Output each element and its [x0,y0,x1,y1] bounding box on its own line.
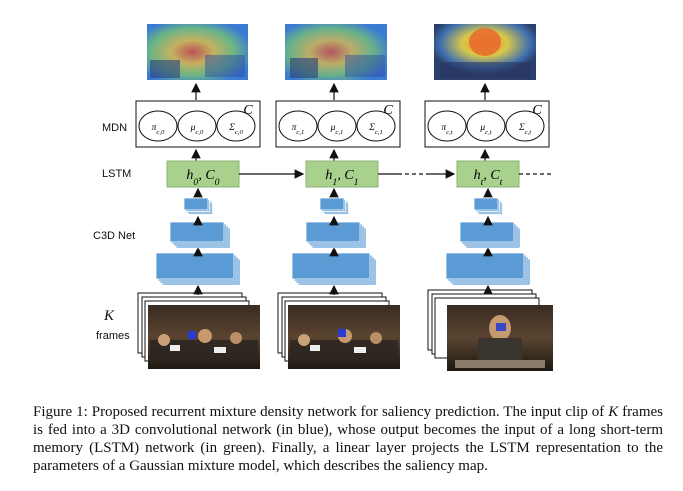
lstm-state-1: h1, C1 [325,168,358,188]
frames-stack-1 [277,292,400,369]
row-label-frames: frames [96,330,130,342]
caption-label: Figure 1: [33,404,88,420]
mdn-cell-label-t: C [532,103,542,118]
row-label-mdn: MDN [102,122,128,134]
lstm-cell-t [456,160,520,188]
param-mu-1: μc,1 [330,123,344,136]
lstm-cell-0 [166,160,240,188]
c3d-net-stack-t [445,187,531,286]
c3d-net-stack-1 [291,187,377,286]
saliency-heatmap-t [434,24,536,80]
lstm-state-0: h0, C0 [186,168,219,188]
mdn-cell-label-1: C [383,103,393,118]
caption-k: K [608,404,619,420]
param-sigma-0: Σc,0 [228,123,243,136]
figure-diagram: C C C πc,0 μc,0 Σc,0 πc,1 μc,1 Σc,1 πc,t… [135,24,553,371]
c3d-net-stack-0 [155,187,241,286]
saliency-heatmap-1 [285,24,387,80]
mdn-box-1 [275,100,401,148]
param-pi-1: πc,1 [292,123,305,136]
caption-text-2: frames is fed into a 3D convolutional ne… [33,404,663,474]
lstm-state-t: ht, Ct [474,168,503,188]
row-label-k: K [104,308,115,324]
row-label-c3d: C3D Net [93,230,136,242]
row-label-lstm: LSTM [102,168,132,180]
caption-text-1: Proposed recurrent mixture density netwo… [87,404,609,420]
mdn-cell-label-0: C [243,103,253,118]
param-mu-t: μc,t [479,123,491,136]
param-sigma-1: Σc,1 [368,123,383,136]
mdn-box-0 [135,100,261,148]
saliency-heatmap-0 [147,24,248,80]
figure-caption: Figure 1: Proposed recurrent mixture den… [33,403,663,475]
lstm-cell-1 [305,160,379,188]
frames-stack-0 [137,292,260,369]
param-pi-0: πc,0 [152,123,165,136]
mdn-box-t [424,100,550,148]
param-pi-t: πc,t [441,123,452,136]
frames-stack-t [427,289,553,371]
param-sigma-t: Σc,t [518,123,531,136]
param-mu-0: μc,0 [190,123,204,136]
